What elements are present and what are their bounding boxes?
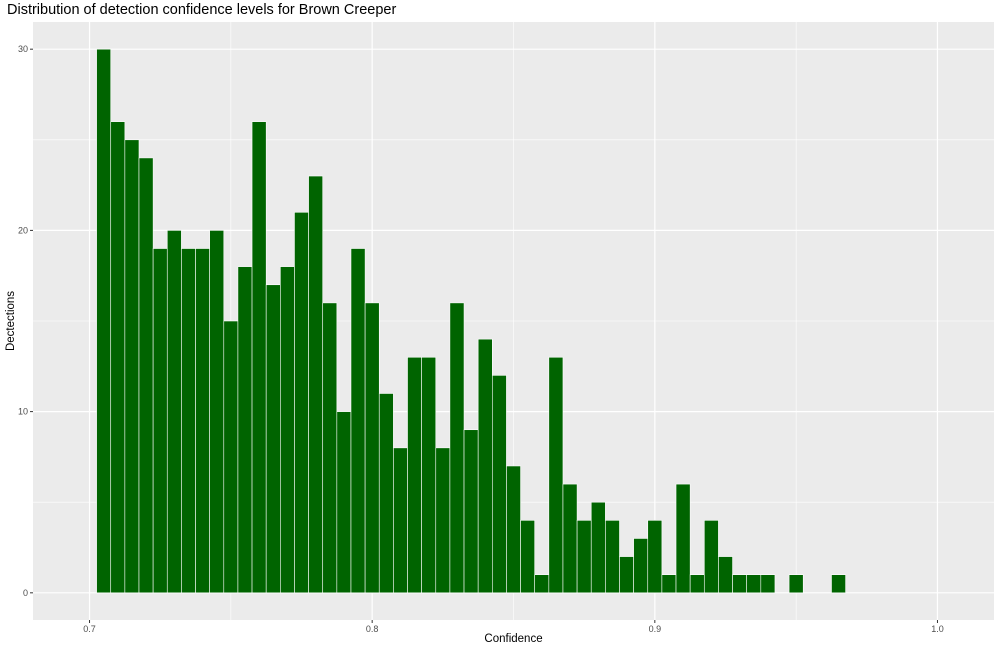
histogram-bar	[831, 574, 846, 594]
histogram-bar	[718, 556, 733, 594]
histogram-bar	[477, 338, 493, 594]
histogram-bar	[506, 465, 521, 594]
histogram-bar	[492, 375, 507, 594]
y-tick-label: 30	[18, 44, 28, 54]
x-tick-label: 0.7	[83, 624, 96, 634]
histogram-bar	[393, 447, 408, 594]
x-axis-title: Confidence	[484, 633, 542, 645]
histogram-bar	[350, 248, 366, 594]
histogram-bar	[548, 356, 564, 594]
histogram-bar	[407, 356, 422, 594]
histogram-bar	[223, 320, 239, 594]
histogram-bar	[181, 248, 196, 594]
histogram-bar	[661, 574, 677, 594]
histogram-bar	[166, 230, 182, 594]
histogram-bar	[110, 121, 126, 594]
histogram-bar	[449, 302, 465, 594]
histogram-bar	[605, 520, 620, 594]
histogram-bar	[195, 248, 210, 594]
histogram-bar	[308, 175, 324, 594]
histogram-bar	[534, 574, 550, 594]
histogram-bar	[633, 538, 649, 594]
histogram-bar	[520, 520, 535, 594]
y-axis: 0 10 20 30	[18, 44, 33, 598]
histogram-bar	[322, 302, 338, 594]
y-tick-label: 0	[23, 588, 28, 598]
y-tick-label: 20	[18, 225, 28, 235]
y-tick-label: 10	[18, 407, 28, 417]
histogram-bar	[294, 211, 309, 594]
histogram-bar	[124, 139, 140, 594]
y-axis-title: Dectections	[5, 291, 17, 351]
histogram-bar	[647, 520, 663, 594]
histogram-bar	[336, 411, 352, 594]
histogram-bar	[732, 574, 747, 594]
histogram-bar	[378, 393, 394, 594]
histogram-bar	[576, 520, 592, 594]
histogram-bar	[280, 266, 295, 594]
histogram-bar	[562, 483, 578, 594]
histogram-bar	[96, 48, 112, 594]
histogram-bar	[421, 356, 437, 594]
histogram-bar	[463, 429, 479, 594]
histogram-bar	[265, 284, 281, 594]
histogram-bar	[746, 574, 762, 594]
histogram-bar	[703, 520, 719, 594]
histogram-bar	[788, 574, 804, 594]
x-tick-label: 0.8	[366, 624, 379, 634]
histogram-bar	[364, 302, 380, 594]
histogram-bars	[96, 48, 846, 594]
histogram-bar	[760, 574, 776, 594]
chart-title: Distribution of detection confidence lev…	[7, 2, 397, 18]
histogram-bar	[152, 248, 168, 594]
histogram-bar	[590, 501, 606, 594]
x-axis: 0.7 0.8 0.9 1.0	[83, 620, 944, 634]
histogram-bar	[689, 574, 705, 594]
histogram-bar	[138, 157, 154, 594]
histogram-bar	[675, 483, 691, 594]
histogram-bar	[435, 447, 451, 594]
histogram-bar	[251, 121, 267, 594]
histogram-bar	[237, 266, 253, 594]
histogram-bar	[619, 556, 634, 594]
histogram-bar	[209, 230, 225, 594]
x-tick-label: 0.9	[649, 624, 662, 634]
x-tick-label: 1.0	[931, 624, 944, 634]
